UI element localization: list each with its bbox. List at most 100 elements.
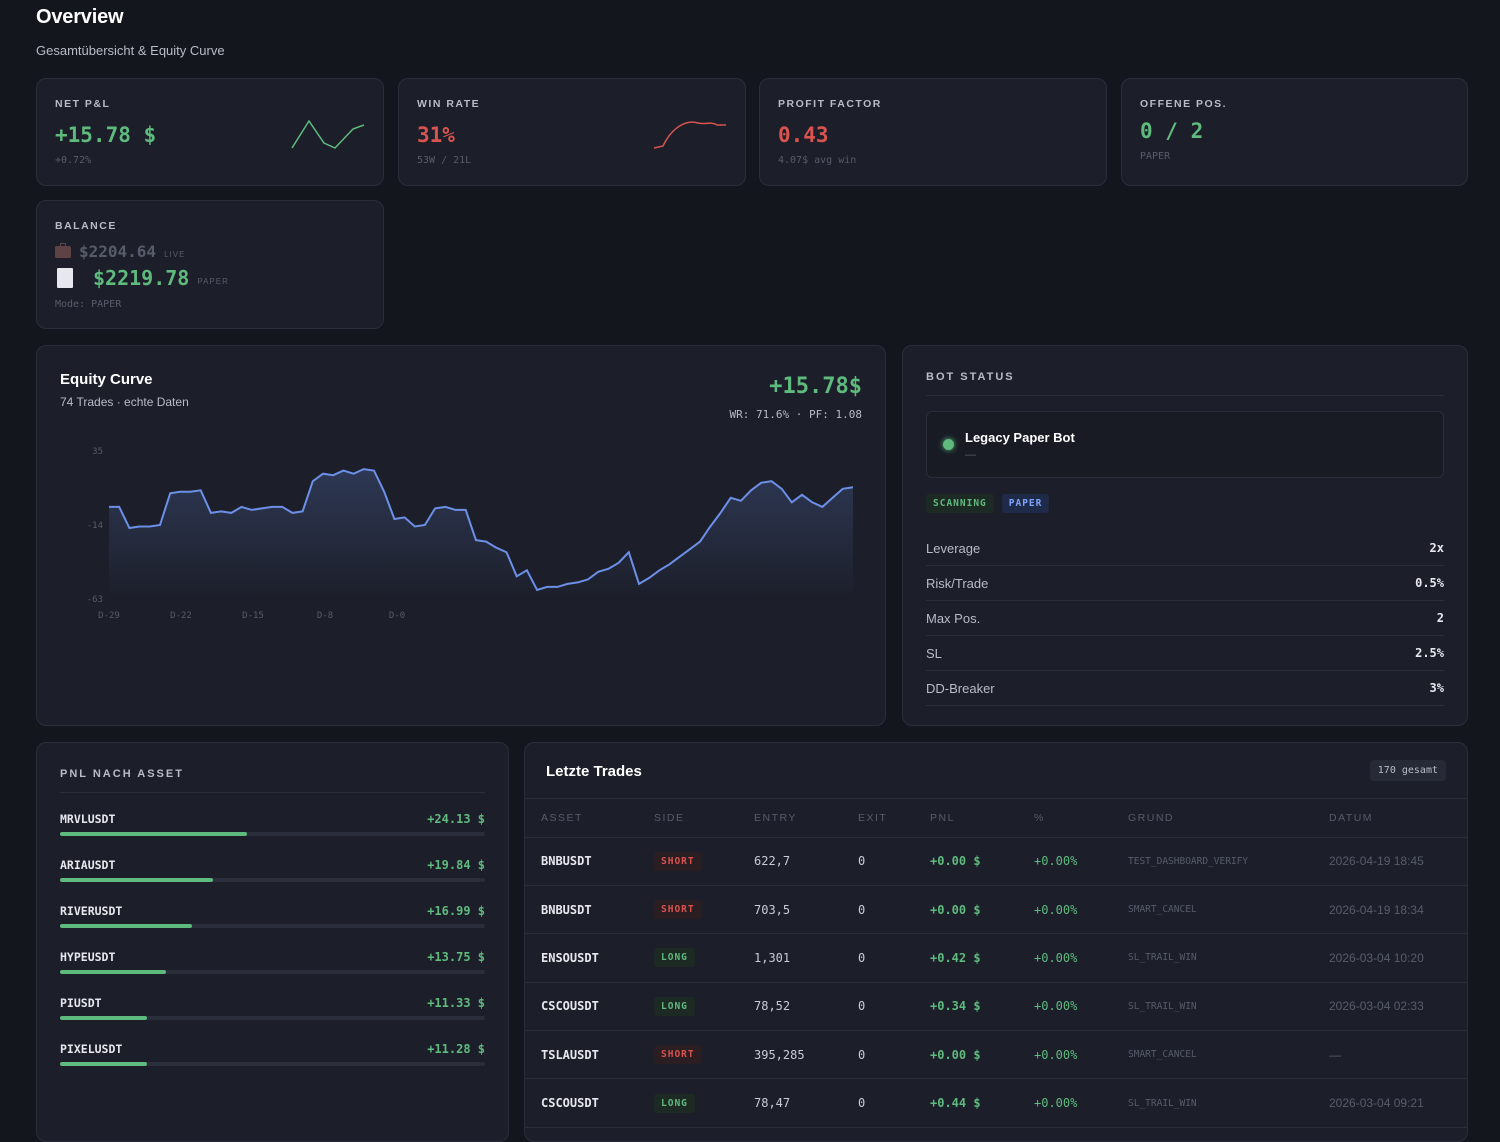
trade-asset: CSCOUSDT — [525, 982, 638, 1032]
recent-trades-title: Letzte Trades — [546, 763, 642, 780]
setting-sl: SL 2.5% — [926, 636, 1444, 671]
trade-side-cell: LONG — [638, 1078, 738, 1128]
x-tick-label: D-22 — [170, 611, 192, 621]
side-badge: LONG — [654, 1093, 695, 1113]
balance-paper-tag: PAPER — [197, 276, 229, 286]
col-exit[interactable]: EXIT — [842, 799, 914, 838]
col-entry[interactable]: ENTRY — [738, 799, 842, 838]
trade-side-cell: SHORT — [638, 837, 738, 886]
col-side[interactable]: SIDE — [638, 799, 738, 838]
setting-leverage: Leverage 2x — [926, 531, 1444, 566]
asset-row[interactable]: ARIAUSDT +19.84 $ — [60, 858, 485, 904]
briefcase-icon — [55, 242, 71, 258]
trade-date: — — [1313, 1030, 1467, 1080]
asset-name: ARIAUSDT — [60, 858, 116, 872]
equity-line — [109, 468, 854, 592]
trade-pct: +0.00% — [1018, 1030, 1112, 1080]
win-rate-sparkline — [653, 121, 726, 149]
asset-row[interactable]: PIXELUSDT +11.28 $ — [60, 1042, 485, 1088]
trade-exit: 0 — [842, 1078, 914, 1128]
trade-row[interactable]: BNBUSDT SHORT 622,7 0 +0.00 $ +0.00% TES… — [525, 837, 1467, 886]
trade-pct: +0.00% — [1018, 982, 1112, 1032]
profit-factor-sub: 4.07$ avg win — [778, 155, 857, 166]
trade-side-cell: SHORT — [638, 1030, 738, 1080]
trade-date: 2026-04-19 18:34 — [1313, 885, 1467, 935]
trade-grund: SL_TRAIL_WIN — [1112, 1078, 1313, 1128]
win-rate-label: WIN RATE — [417, 98, 481, 110]
trade-pnl: +0.44 $ — [914, 1078, 1018, 1128]
asset-row[interactable]: HYPEUSDT +13.75 $ — [60, 950, 485, 996]
page-title: Overview — [36, 6, 124, 28]
balance-live-value: $2204.64 — [79, 242, 157, 261]
win-rate-sub: 53W / 21L — [417, 155, 472, 166]
asset-row[interactable]: MRVLUSDT +24.13 $ — [60, 812, 485, 858]
page-header: Overview Gesamtübersicht & Equity Curve — [36, 6, 225, 58]
setting-risk-trade: Risk/Trade 0.5% — [926, 566, 1444, 601]
trades-table: ASSET SIDE ENTRY EXIT PNL % GRUND DATUM … — [525, 799, 1467, 1128]
setting-max-pos: Max Pos. 2 — [926, 601, 1444, 636]
y-tick-label: -14 — [87, 521, 103, 531]
col-asset[interactable]: ASSET — [525, 799, 638, 838]
document-icon — [57, 268, 73, 288]
x-tick-label: D-15 — [242, 611, 264, 621]
bot-panel[interactable]: Legacy Paper Bot — — [926, 411, 1444, 478]
asset-bar-fill — [60, 1062, 148, 1066]
trade-asset: ENSOUSDT — [525, 933, 638, 983]
pnl-by-asset-card: PNL NACH ASSET MRVLUSDT +24.13 $ ARIAUSDT… — [36, 742, 509, 1142]
trade-entry: 1,301 — [738, 933, 842, 983]
status-dot-icon — [943, 439, 954, 450]
trade-entry: 78,47 — [738, 1078, 842, 1128]
trade-row[interactable]: CSCOUSDT LONG 78,52 0 +0.34 $ +0.00% SL_… — [525, 982, 1467, 1032]
win-rate-card: WIN RATE 31% 53W / 21L — [398, 78, 746, 186]
balance-live-tag: LIVE — [164, 250, 186, 259]
recent-trades-card: Letzte Trades 170 gesamt ASSET SIDE ENTR… — [524, 742, 1468, 1142]
setting-value: 2.5% — [1415, 646, 1444, 660]
col-grund[interactable]: GRUND — [1112, 799, 1313, 838]
setting-value: 3% — [1429, 681, 1444, 695]
asset-row[interactable]: RIVERUSDT +16.99 $ — [60, 904, 485, 950]
side-badge: LONG — [654, 948, 695, 968]
trade-pnl: +0.42 $ — [914, 933, 1018, 983]
trade-row[interactable]: TSLAUSDT SHORT 395,285 0 +0.00 $ +0.00% … — [525, 1030, 1467, 1080]
asset-pnl: +11.33 $ — [427, 996, 485, 1010]
trade-side-cell: LONG — [638, 982, 738, 1032]
net-pnl-sparkline — [291, 119, 365, 149]
col-datum[interactable]: DATUM — [1313, 799, 1467, 838]
asset-bar-track — [60, 1016, 485, 1020]
setting-key: Leverage — [926, 540, 981, 556]
y-tick-label: -63 — [87, 595, 103, 605]
trade-side-cell: LONG — [638, 933, 738, 983]
x-tick-label: D-0 — [389, 611, 405, 621]
asset-bar-fill — [60, 924, 192, 928]
x-tick-label: D-8 — [317, 611, 333, 621]
asset-pnl: +19.84 $ — [427, 858, 485, 872]
trade-entry: 703,5 — [738, 885, 842, 935]
open-positions-card: OFFENE POS. 0 / 2 PAPER — [1121, 78, 1468, 186]
asset-row[interactable]: PIUSDT +11.33 $ — [60, 996, 485, 1042]
asset-pnl: +16.99 $ — [427, 904, 485, 918]
trade-row[interactable]: ENSOUSDT LONG 1,301 0 +0.42 $ +0.00% SL_… — [525, 933, 1467, 983]
equity-stats: WR: 71.6% · PF: 1.08 — [729, 408, 862, 421]
trade-pnl: +0.34 $ — [914, 982, 1018, 1032]
trade-exit: 0 — [842, 1030, 914, 1080]
asset-name: RIVERUSDT — [60, 904, 123, 918]
col-pct[interactable]: % — [1018, 799, 1112, 838]
equity-value: +15.78$ — [769, 374, 862, 399]
setting-key: Max Pos. — [926, 610, 981, 626]
equity-chart: 35 -14 -63 D-29 D-22 D-15 D-8 D-0 — [87, 447, 854, 621]
trade-grund: SMART_CANCEL — [1112, 1030, 1313, 1080]
setting-key: DD-Breaker — [926, 680, 995, 696]
trade-asset: CSCOUSDT — [525, 1078, 638, 1128]
side-badge: SHORT — [654, 1045, 702, 1065]
col-pnl[interactable]: PNL — [914, 799, 1018, 838]
trade-side-cell: SHORT — [638, 885, 738, 935]
asset-pnl: +24.13 $ — [427, 812, 485, 826]
trade-pnl: +0.00 $ — [914, 1030, 1018, 1080]
net-pnl-value: +15.78 $ — [55, 123, 157, 147]
asset-pnl: +11.28 $ — [427, 1042, 485, 1056]
trade-row[interactable]: BNBUSDT SHORT 703,5 0 +0.00 $ +0.00% SMA… — [525, 885, 1467, 935]
win-rate-value: 31% — [417, 123, 455, 147]
trade-row[interactable]: CSCOUSDT LONG 78,47 0 +0.44 $ +0.00% SL_… — [525, 1078, 1467, 1128]
trade-entry: 395,285 — [738, 1030, 842, 1080]
net-pnl-card: NET P&L +15.78 $ +0.72% — [36, 78, 384, 186]
